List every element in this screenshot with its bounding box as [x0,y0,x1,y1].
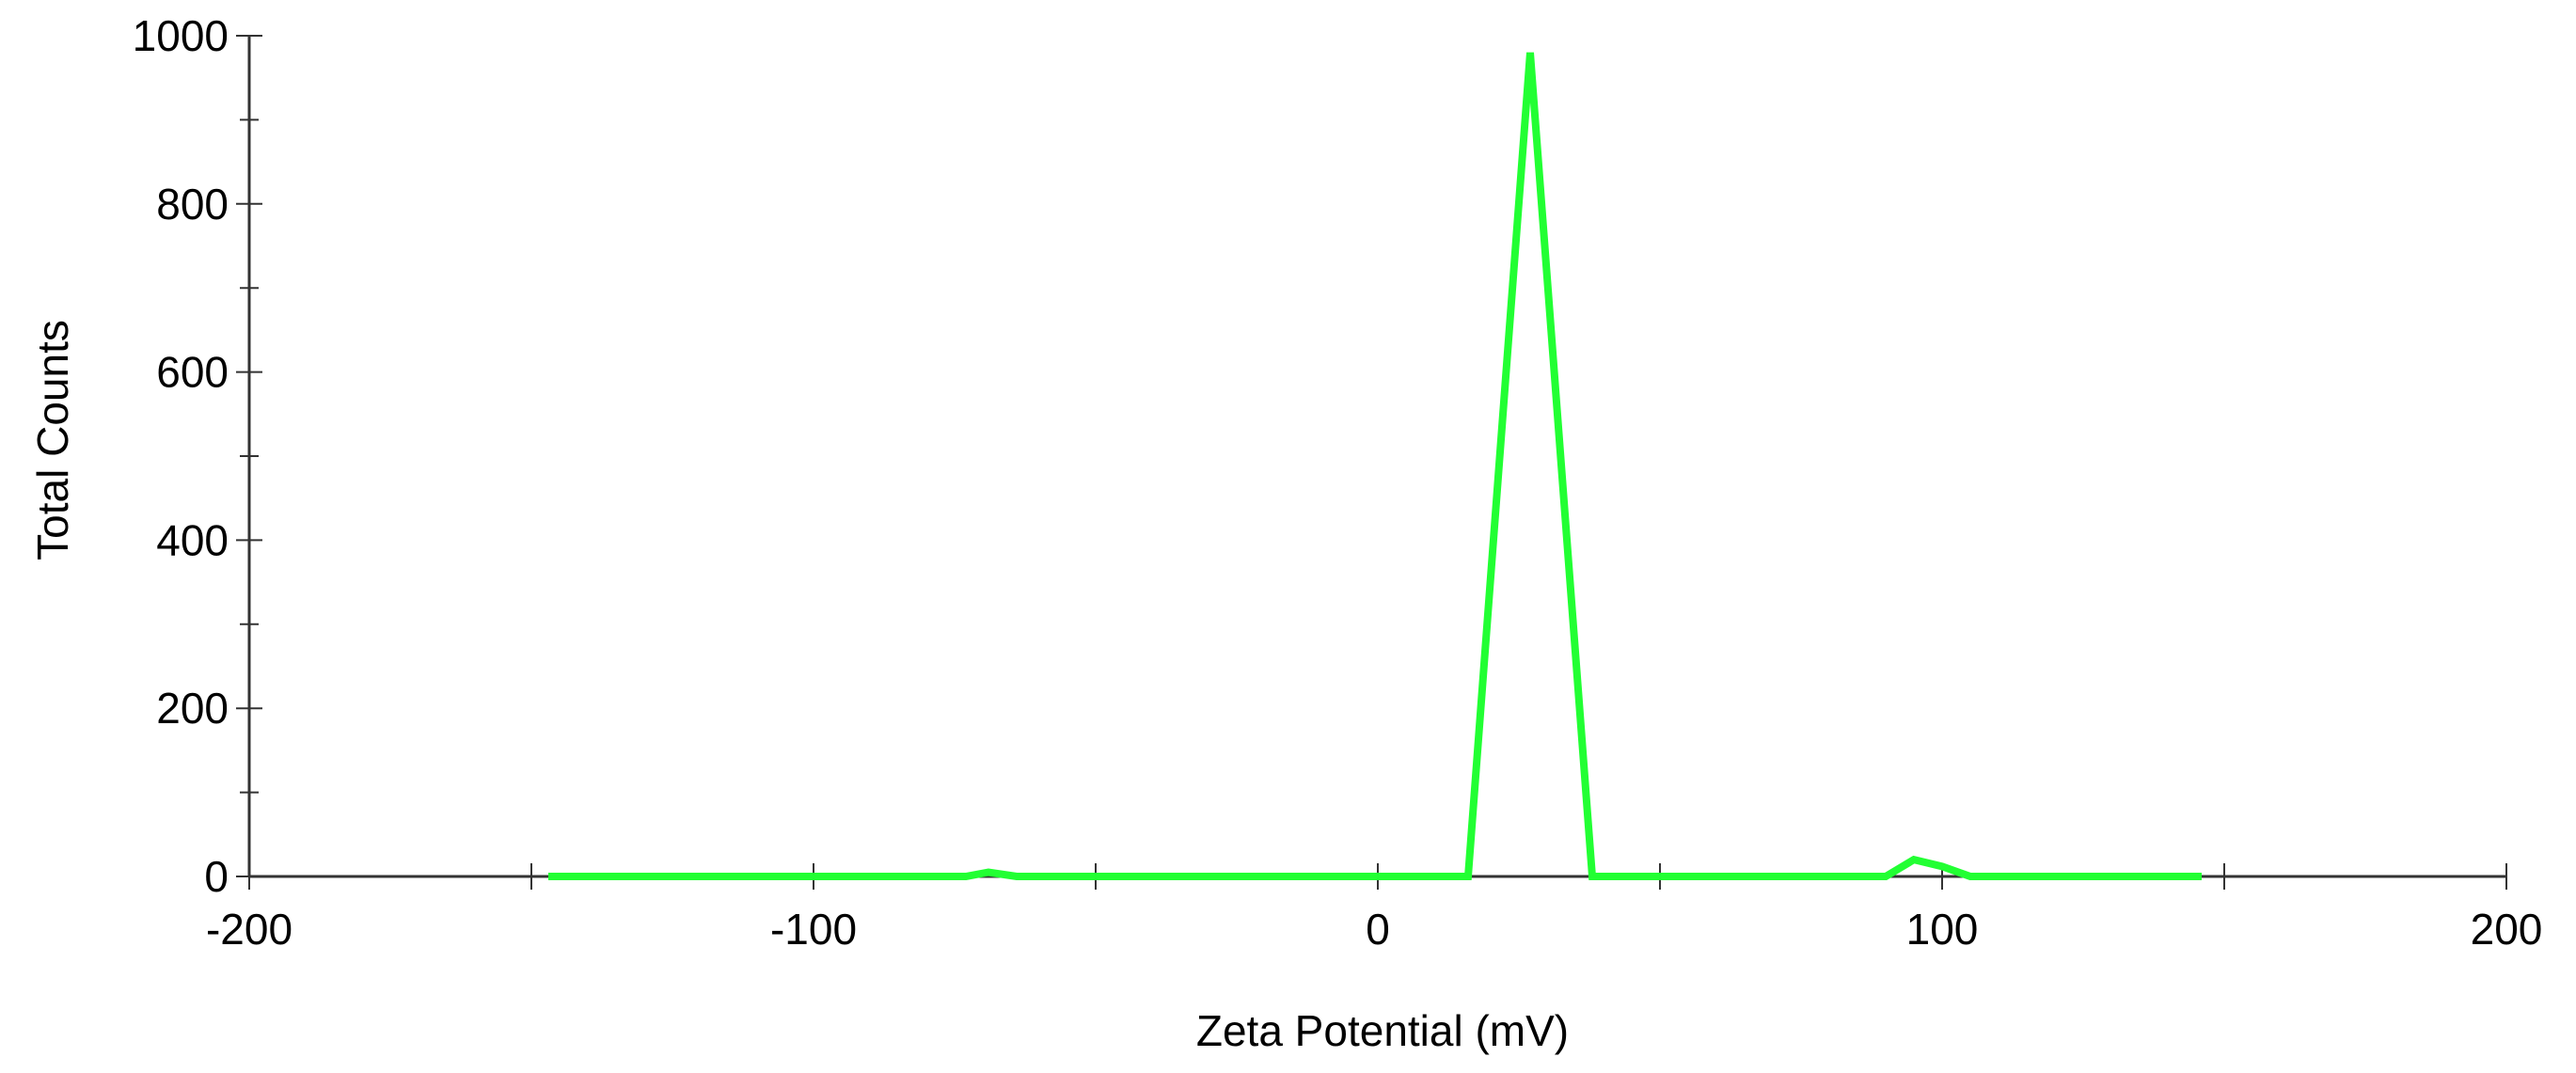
x-tick-label: 100 [1906,905,1979,954]
x-tick-label: -100 [770,905,857,954]
x-tick-label: 0 [1366,905,1390,954]
x-axis-title: Zeta Potential (mV) [1196,1006,1569,1055]
series-line-1 [548,52,2202,880]
y-tick-label: 200 [156,684,229,733]
x-tick-label: -200 [206,905,292,954]
y-tick-label: 0 [204,852,229,901]
x-tick-label: 200 [2471,905,2543,954]
y-tick-label: 400 [156,515,229,564]
labels-layer: -200 -100 0 100 200 0 200 400 600 800 1000 [133,11,2543,954]
y-tick-label: 600 [156,348,229,397]
series-layer [548,52,2202,880]
y-axis-title: Total Counts [28,320,77,560]
y-tick-label: 800 [156,180,229,229]
y-tick-label: 1000 [133,11,229,60]
axes-layer [236,35,2507,890]
